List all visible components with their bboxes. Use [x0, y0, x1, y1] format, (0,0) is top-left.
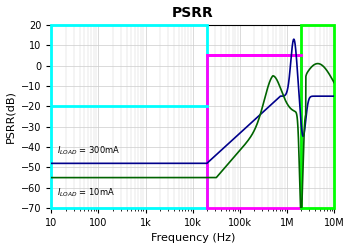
Text: $I_{LOAD}$ = 10mA: $I_{LOAD}$ = 10mA — [57, 187, 115, 199]
Text: $I_{LOAD}$ = 300mA: $I_{LOAD}$ = 300mA — [57, 145, 120, 157]
Title: PSRR: PSRR — [172, 5, 214, 20]
X-axis label: Frequency (Hz): Frequency (Hz) — [150, 234, 235, 244]
Y-axis label: PSRR(dB): PSRR(dB) — [6, 90, 15, 143]
Bar — [301, 25, 334, 208]
Bar — [51, 25, 207, 208]
Bar — [207, 56, 301, 208]
